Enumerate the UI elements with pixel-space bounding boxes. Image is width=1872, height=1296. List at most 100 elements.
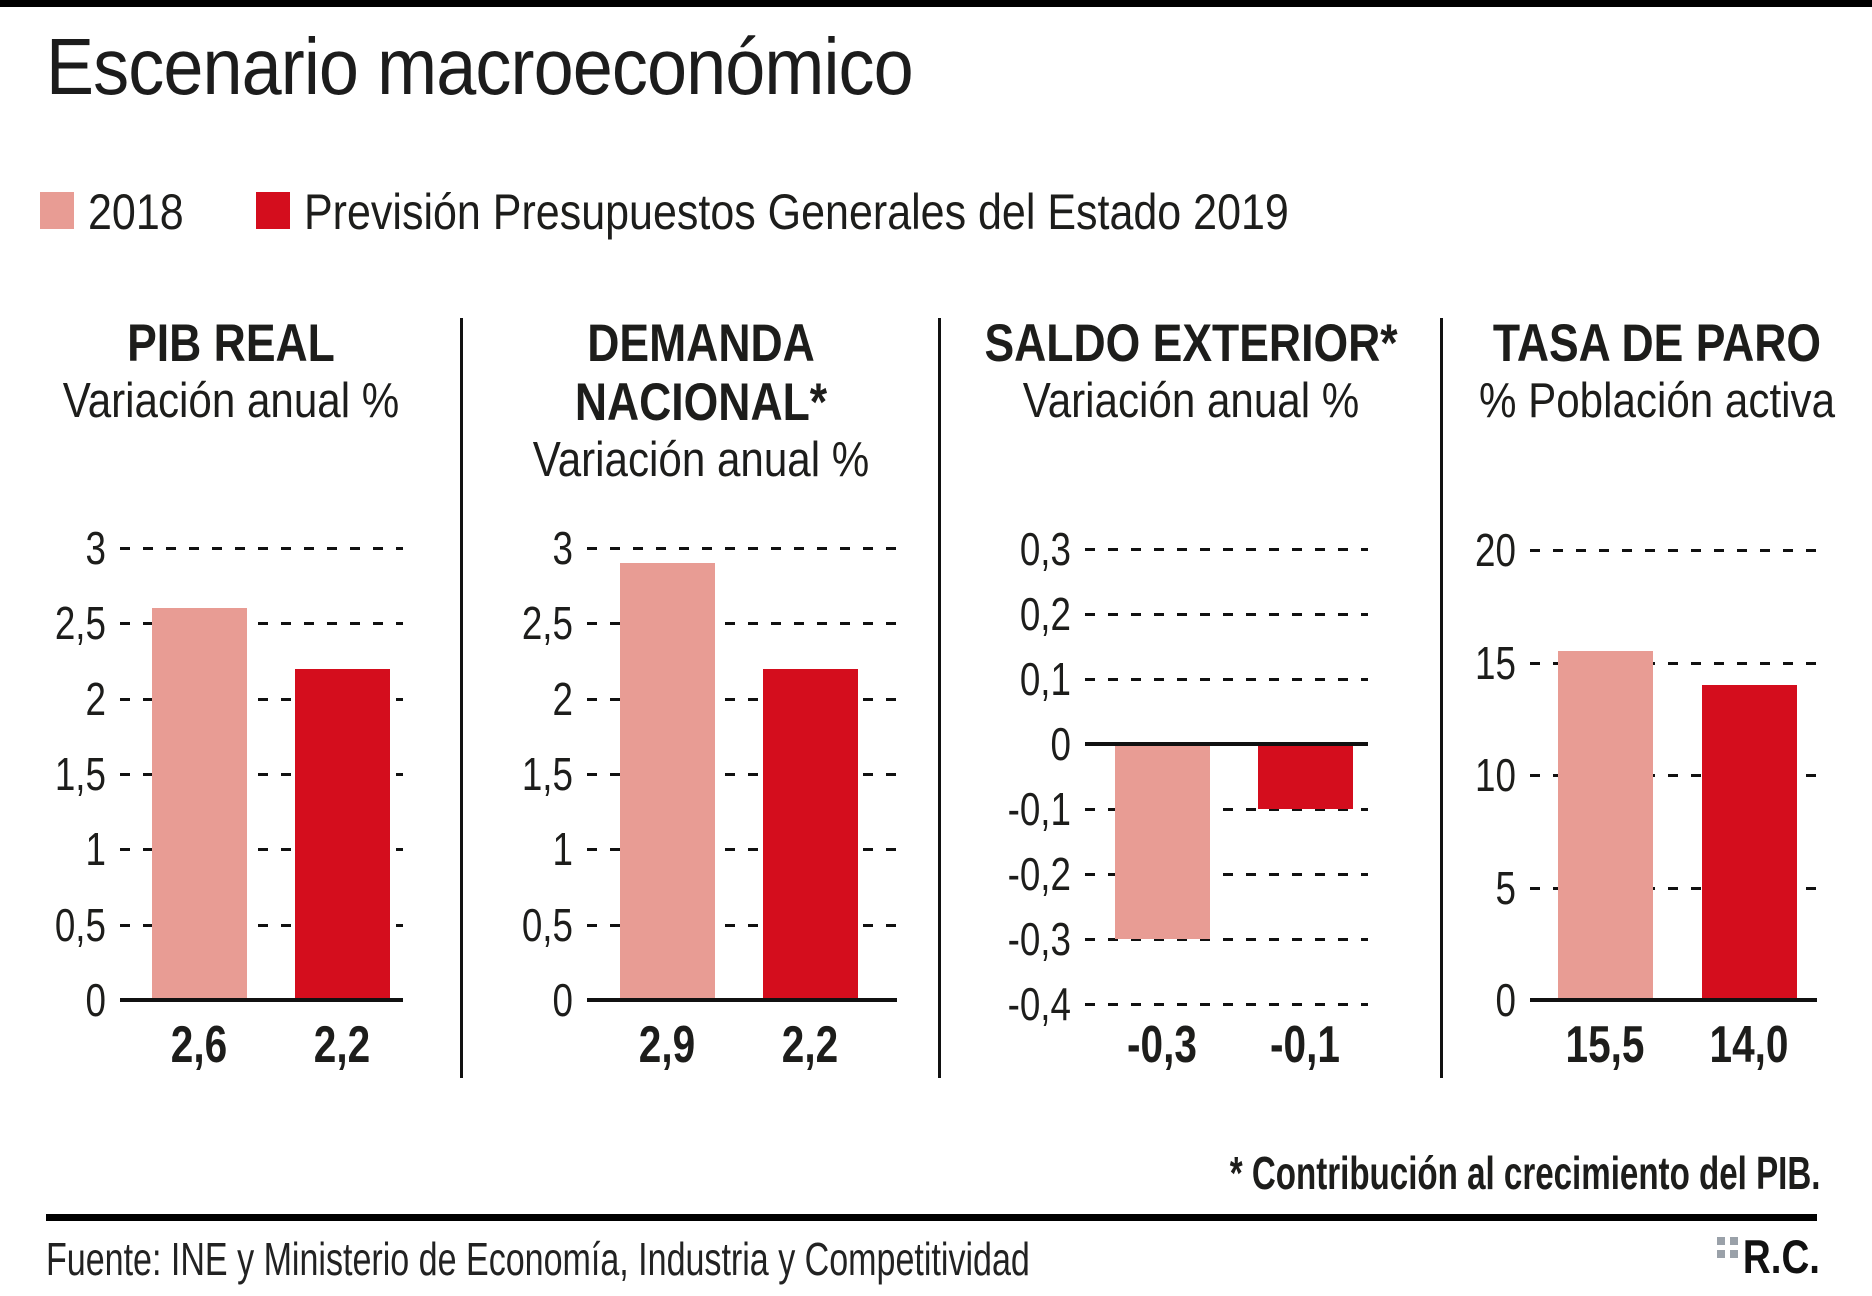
bar-2019	[763, 669, 858, 1000]
footnote: * Contribución al crecimiento del PIB.	[1229, 1147, 1820, 1199]
gridline	[120, 698, 403, 701]
gridline	[587, 698, 897, 701]
chart-header: DEMANDA NACIONAL* Variación anual %	[462, 314, 940, 489]
gridline	[1085, 1003, 1368, 1006]
bar-2018	[620, 563, 715, 1000]
y-tick-label: -0,2	[1007, 848, 1071, 900]
y-tick-label: 0	[552, 974, 573, 1026]
top-rule	[0, 0, 1872, 7]
legend-swatch-2019	[256, 192, 290, 229]
bar-2019	[295, 669, 390, 1000]
gridline	[1085, 808, 1368, 811]
y-tick-label: 0	[1050, 718, 1071, 770]
gridline	[1085, 873, 1368, 876]
gridline	[120, 773, 403, 776]
page-title: Escenario macroeconómico	[46, 22, 914, 111]
y-tick-label: 1	[85, 823, 106, 875]
y-tick-label: 2	[85, 673, 106, 725]
gridline	[120, 924, 403, 927]
gridline	[1530, 549, 1817, 552]
source: Fuente: INE y Ministerio de Economía, In…	[46, 1233, 1030, 1285]
axis-baseline	[1530, 998, 1817, 1002]
y-tick-label: 0,3	[1019, 523, 1071, 575]
bar-2019	[1702, 685, 1797, 1000]
chart-subtitle: % Población activa	[1478, 374, 1836, 428]
y-tick-label: 0	[1495, 974, 1516, 1026]
y-tick-label: 15	[1475, 637, 1516, 689]
credit-logo: R.C.	[1742, 1230, 1820, 1283]
axis-baseline	[587, 998, 897, 1002]
bar-2018	[1558, 651, 1653, 1000]
y-tick-label: 10	[1475, 749, 1516, 801]
value-label: 14,0	[1709, 1016, 1789, 1074]
legend-label-2018: 2018	[88, 184, 184, 240]
gridline	[587, 622, 897, 625]
legend-swatch-2018	[40, 192, 74, 229]
y-tick-label: 2,5	[521, 597, 573, 649]
chart-header: SALDO EXTERIOR* Variación anual %	[940, 314, 1442, 430]
value-label: 2,2	[313, 1016, 371, 1074]
bar-2018	[1115, 744, 1210, 939]
gridline	[587, 924, 897, 927]
credit-squares-icon	[1717, 1237, 1738, 1258]
y-tick-label: 3	[85, 522, 106, 574]
gridline	[1085, 678, 1368, 681]
y-tick-label: 0,2	[1019, 588, 1071, 640]
axis-baseline	[1085, 742, 1368, 746]
axis-baseline	[120, 998, 403, 1002]
y-tick-label: 1,5	[521, 748, 573, 800]
gridline	[1085, 938, 1368, 941]
value-label: 15,5	[1565, 1016, 1645, 1074]
chart-title: TASA DE PARO	[1492, 314, 1822, 373]
gridline	[120, 547, 403, 550]
value-label: 2,6	[170, 1016, 228, 1074]
gridline	[587, 848, 897, 851]
gridline	[1530, 662, 1817, 665]
gridline	[1085, 613, 1368, 616]
panel-divider	[1440, 318, 1443, 1078]
y-tick-label: 0	[85, 974, 106, 1026]
legend-label-2019: Previsión Presupuestos Generales del Est…	[304, 184, 1289, 240]
value-label: 2,2	[781, 1016, 839, 1074]
y-tick-label: 1,5	[54, 748, 106, 800]
bar-2019	[1258, 744, 1353, 809]
chart-title: NACIONAL*	[574, 373, 828, 432]
gridline	[120, 848, 403, 851]
y-tick-label: -0,3	[1007, 913, 1071, 965]
y-tick-label: 5	[1495, 862, 1516, 914]
chart-header: PIB REAL Variación anual %	[0, 314, 462, 430]
value-label: -0,1	[1270, 1016, 1340, 1074]
chart-subtitle: Variación anual %	[532, 433, 870, 487]
y-tick-label: 0,1	[1019, 653, 1071, 705]
bottom-rule	[46, 1214, 1817, 1221]
value-label: 2,9	[638, 1016, 696, 1074]
chart-title: DEMANDA	[587, 314, 815, 373]
y-tick-label: -0,4	[1007, 978, 1071, 1030]
gridline	[1530, 774, 1817, 777]
y-tick-label: 2,5	[54, 597, 106, 649]
chart-subtitle: Variación anual %	[62, 374, 400, 428]
chart-header: TASA DE PARO% Población activa	[1442, 314, 1872, 430]
y-tick-label: 3	[552, 522, 573, 574]
y-tick-label: -0,1	[1007, 783, 1071, 835]
gridline	[587, 773, 897, 776]
chart-title: PIB REAL	[127, 314, 335, 373]
panel-divider	[460, 318, 463, 1078]
gridline	[1530, 887, 1817, 890]
legend: 2018 Previsión Presupuestos Generales del…	[0, 184, 1872, 248]
panel-divider	[938, 318, 941, 1078]
gridline	[587, 547, 897, 550]
gridline	[1085, 548, 1368, 551]
gridline	[120, 622, 403, 625]
chart-title: SALDO EXTERIOR*	[984, 314, 1398, 373]
chart-subtitle: Variación anual %	[1022, 374, 1360, 428]
value-label: -0,3	[1127, 1016, 1197, 1074]
y-tick-label: 0,5	[521, 899, 573, 951]
bar-2018	[152, 608, 247, 1000]
y-tick-label: 1	[552, 823, 573, 875]
y-tick-label: 20	[1475, 524, 1516, 576]
y-tick-label: 0,5	[54, 899, 106, 951]
y-tick-label: 2	[552, 673, 573, 725]
